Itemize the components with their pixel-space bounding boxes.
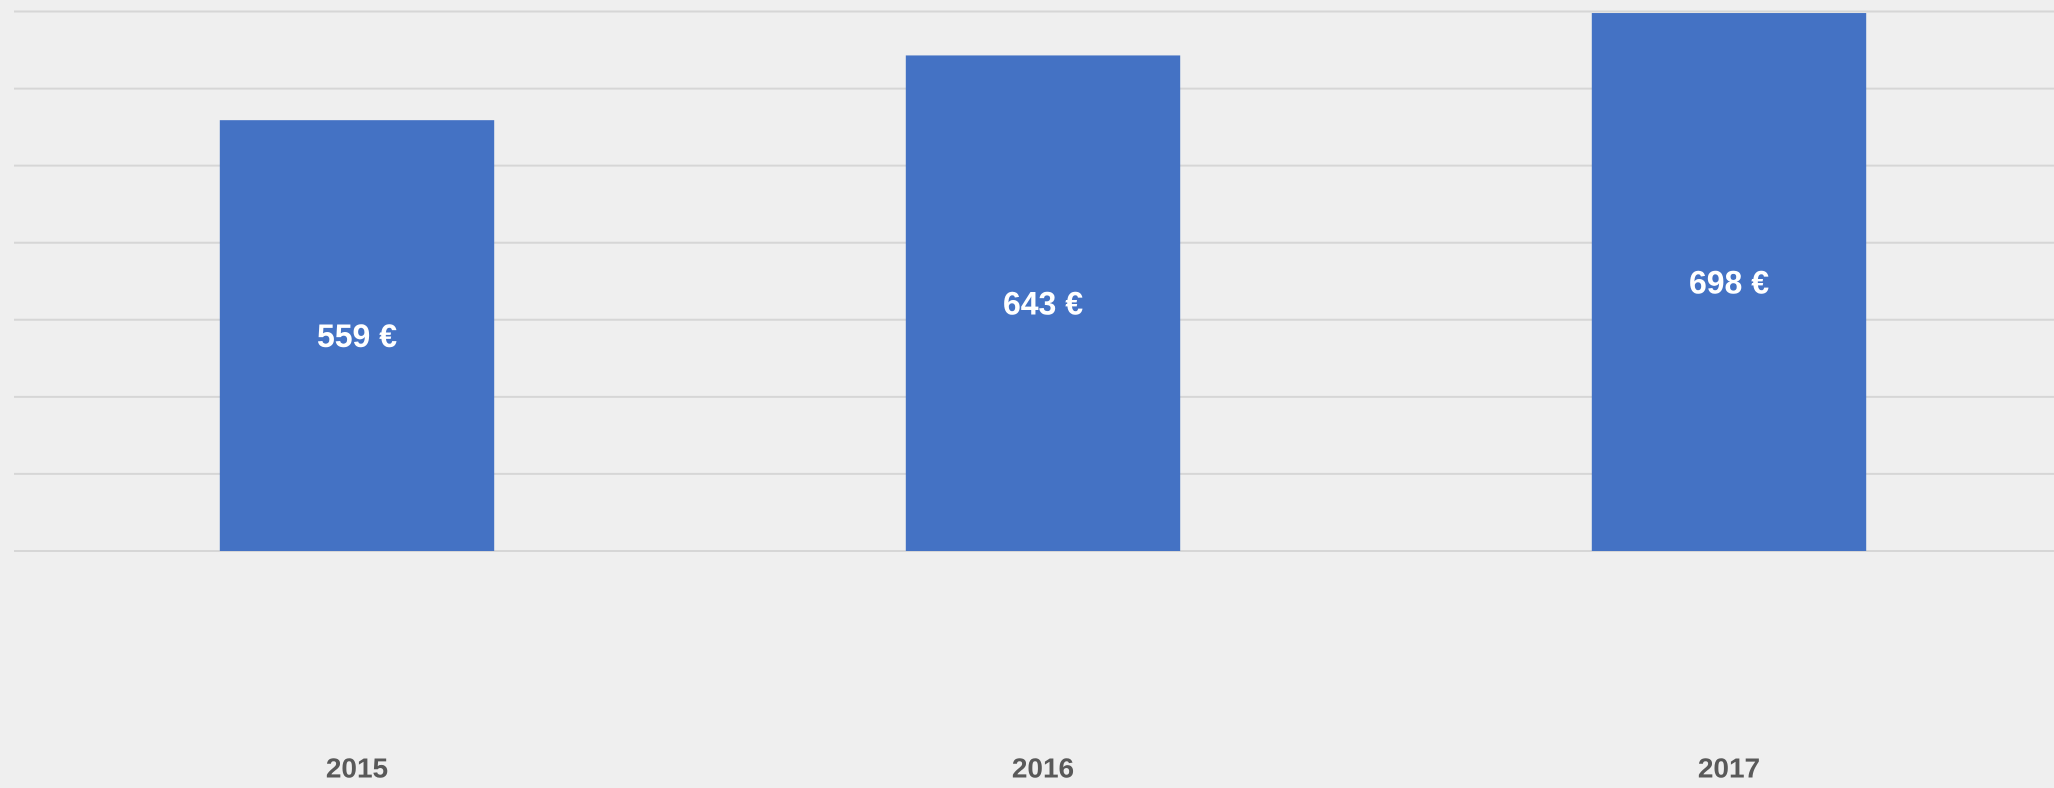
x-tick-label: 2017 [1698,752,1760,783]
value-label: 559 € [317,318,397,354]
bar [219,120,495,551]
x-tick-label: 2015 [326,752,388,783]
bar [905,55,1181,551]
x-tick-label: 2016 [1012,752,1074,783]
value-label: 698 € [1689,264,1769,300]
value-label: 643 € [1003,286,1083,322]
bar [1591,13,1867,551]
